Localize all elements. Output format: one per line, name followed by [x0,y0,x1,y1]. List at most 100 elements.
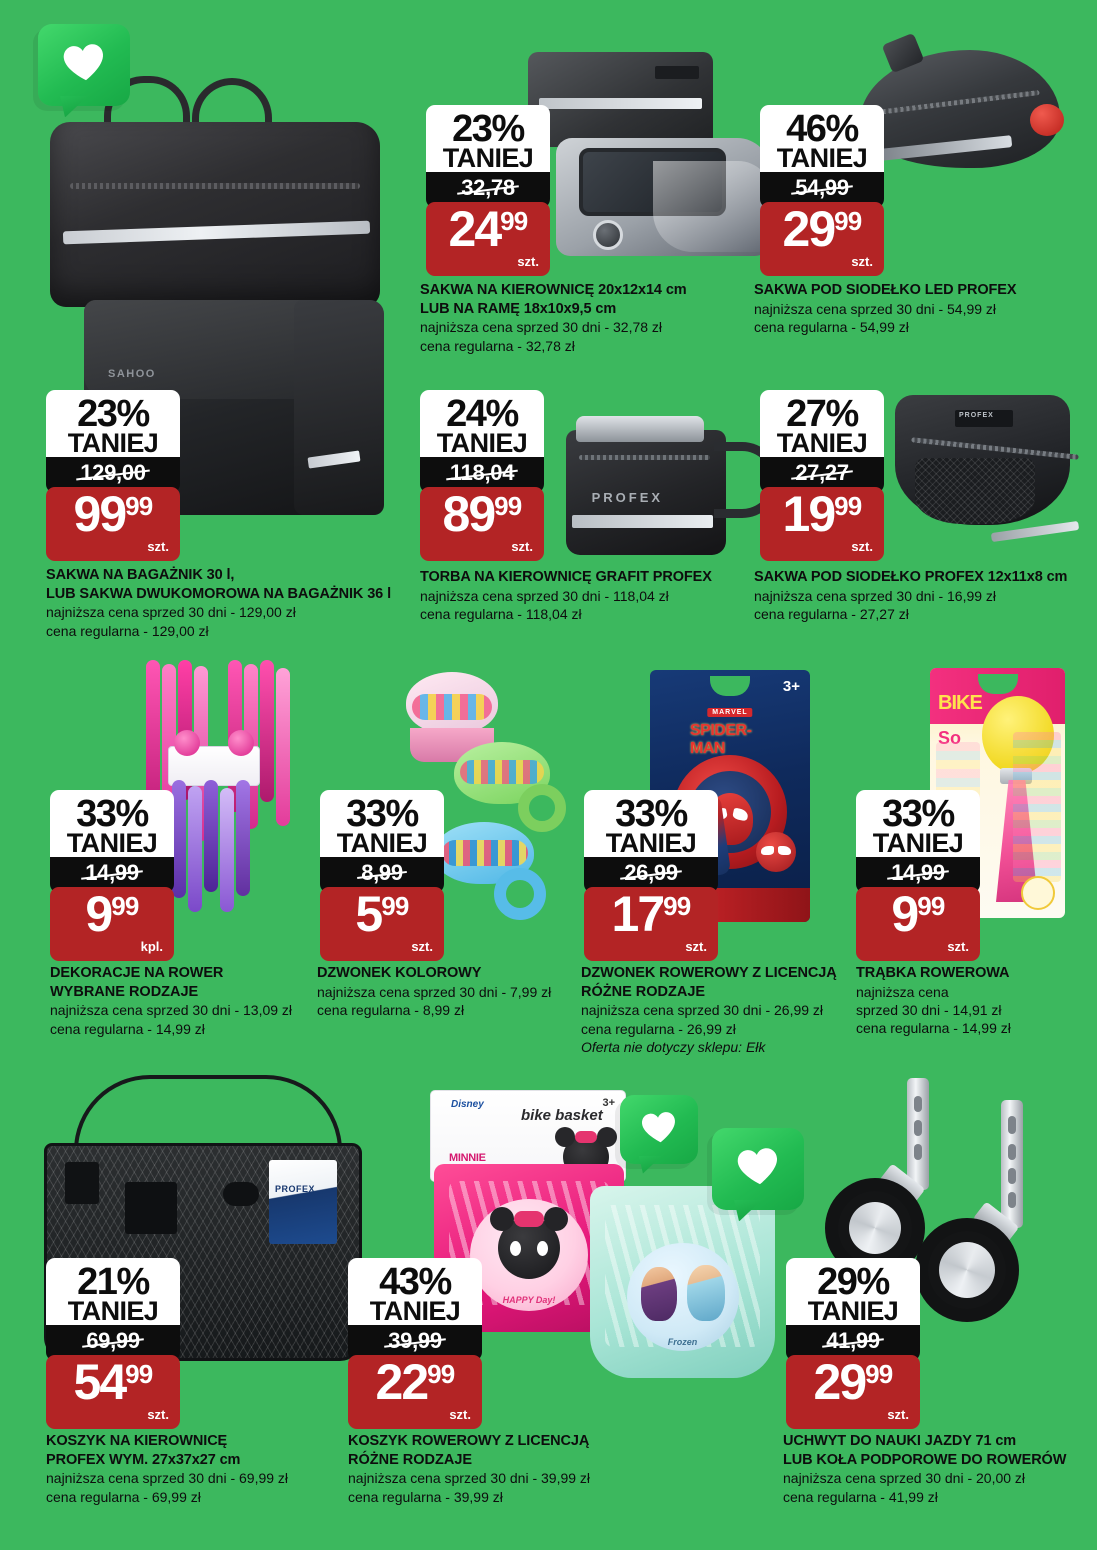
price-badge-dekoracje-na-rower[interactable]: 33% TANIEJ 14,99 9 99 kpl. [50,790,174,961]
bracket-slot [914,1144,922,1160]
saddle-bag-body: PROFEX [895,395,1080,543]
new-price-decimal: 99 [125,490,153,521]
wheel-hub [849,1202,901,1254]
new-price-row: 99 99 [54,489,172,539]
new-price-integer: 89 [442,485,497,542]
discount-percent-box: 23% TANIEJ [46,390,180,460]
discount-percent-box: 24% TANIEJ [420,390,544,460]
new-price-integer: 22 [375,1353,430,1410]
product-title-line2: LUB KOŁA PODPOROWE DO ROWERÓW [783,1451,1067,1468]
price-history-line-2: sprzed 30 dni - 14,91 zł [856,1002,1002,1019]
new-price-decimal: 99 [494,490,522,521]
bell-pattern [412,694,492,720]
new-price-box: 29 99 szt. [786,1353,920,1429]
discount-percent-box: 29% TANIEJ [786,1258,920,1328]
marvel-logo: MARVEL [707,708,753,717]
new-price-box: 9 99 kpl. [50,885,174,961]
price-badge-koszyk-na-kierownice[interactable]: 21% TANIEJ 69,99 54 99 szt. [46,1258,180,1429]
flower-decor [174,730,200,756]
mesh-pocket [915,458,1035,524]
product-title: KOSZYK NA KIEROWNICĘ [46,1433,228,1449]
promo-text: So [938,728,962,748]
brand-label: BIKE [938,692,983,714]
discount-percent: 43% [379,1261,452,1303]
old-price: 27,27 [795,459,849,485]
old-price: 118,04 [449,459,515,485]
price-badge-sakwa-pod-siodelko-profex[interactable]: 27% TANIEJ 27,27 19 99 szt. [760,390,884,561]
price-unit: szt. [851,253,873,269]
price-history-line: najniższa cena sprzed 30 dni - 54,99 zł [754,300,997,317]
price-history-line: najniższa cena sprzed 30 dni - 13,09 zł [50,1002,293,1019]
training-wheel [915,1218,1019,1322]
price-badge-sakwa-pod-siodelko-led[interactable]: 46% TANIEJ 54,99 29 99 szt. [760,105,884,276]
minnie-eye [537,1240,548,1256]
discount-percent-box: 21% TANIEJ [46,1258,180,1328]
price-badge-dzwonek-kolorowy[interactable]: 33% TANIEJ 8,99 5 99 szt. [320,790,444,961]
price-badge-trabka-rowerowa[interactable]: 33% TANIEJ 14,99 9 99 szt. [856,790,980,961]
old-price: 8,99 [361,859,403,885]
wheel-bracket [907,1078,929,1190]
product-description-koszyk-na-kierownice: KOSZYK NA KIEROWNICĘ PROFEX WYM. 27x37x2… [46,1432,366,1506]
price-unit: szt. [947,938,969,954]
discount-percent-box: 33% TANIEJ [584,790,718,860]
age-badge [1021,876,1055,910]
discount-percent: 33% [615,793,688,835]
price-unit: szt. [517,253,539,269]
saddle-zipper [876,89,1040,115]
product-title: DEKORACJE NA ROWER [50,965,224,981]
new-price-integer: 9 [85,885,113,942]
old-price: 14,99 [891,859,945,885]
streamer [188,786,202,912]
discount-word: TANIEJ [369,1295,461,1326]
price-badge-koszyk-rowerowy-z-licencja[interactable]: 43% TANIEJ 39,99 22 99 szt. [348,1258,482,1429]
price-history-line: najniższa cena sprzed 30 dni - 39,99 zł [348,1470,591,1487]
discount-percent: 24% [446,393,519,435]
price-badge-torba-na-kierownice[interactable]: 24% TANIEJ 118,04 89 99 szt. [420,390,544,561]
spiderman-logo: SPIDER-MAN [690,722,752,757]
streamer [260,660,274,802]
discount-percent-box: 33% TANIEJ [856,790,980,860]
price-badge-sakwa-na-bagaznik[interactable]: 23% TANIEJ 129,00 99 99 szt. [46,390,180,561]
product-title: UCHWYT DO NAUKI JAZDY 71 cm [783,1433,1017,1449]
new-price-integer: 29 [782,200,837,257]
new-price-row: 9 99 [58,885,166,942]
bubble-tail [60,96,88,118]
new-price-integer: 54 [73,1353,128,1410]
bubble-tail [638,1155,663,1174]
discount-word: TANIEJ [872,827,964,858]
new-price-decimal: 99 [500,205,528,236]
price-badge-dzwonek-rowerowy-z-licencja[interactable]: 33% TANIEJ 26,99 17 99 szt. [584,790,718,961]
discount-word: TANIEJ [776,427,868,458]
mask-eye [732,807,749,822]
regular-price-line: cena regularna - 8,99 zł [317,1002,465,1019]
heart-icon [642,1111,675,1142]
product-subtitle: RÓŻNE RODZAJE [348,1451,473,1468]
price-unit: kpl. [140,938,163,954]
price-badge-sakwa-na-kierownice[interactable]: 23% TANIEJ 32,78 24 99 szt. [426,105,550,276]
new-price-integer: 29 [813,1353,868,1410]
minnie-ear [597,1127,617,1147]
phone-bag-body [556,138,773,256]
new-price-integer: 5 [355,885,383,942]
flower-decor [228,730,254,756]
discount-percent-box: 43% TANIEJ [348,1258,482,1328]
discount-percent: 23% [77,393,150,435]
bag-handle-icon [192,78,272,128]
new-price-row: 29 99 [794,1353,912,1410]
new-price-row: 9 99 [864,889,972,939]
price-history-line: najniższa cena sprzed 30 dni - 69,99 zł [46,1470,289,1487]
product-title-line2: PROFEX WYM. 27x37x27 cm [46,1451,241,1468]
price-badge-uchwyt-do-nauki-jazdy[interactable]: 29% TANIEJ 41,99 29 99 szt. [786,1258,920,1429]
old-price: 41,99 [826,1327,880,1353]
bag-zipper [69,183,361,190]
product-subtitle: RÓŻNE RODZAJE [581,983,706,1000]
basket-bracket [65,1162,99,1204]
regular-price-line: cena regularna - 39,99 zł [348,1488,503,1505]
product-title: DZWONEK KOLOROWY [317,965,482,981]
discount-word: TANIEJ [66,827,158,858]
minnie-caption: HAPPY Day! [502,1294,556,1305]
streamer [236,780,250,896]
old-price: 32,78 [461,174,515,200]
wheel-bracket [1001,1100,1023,1228]
saddle-zipper [911,437,1079,460]
